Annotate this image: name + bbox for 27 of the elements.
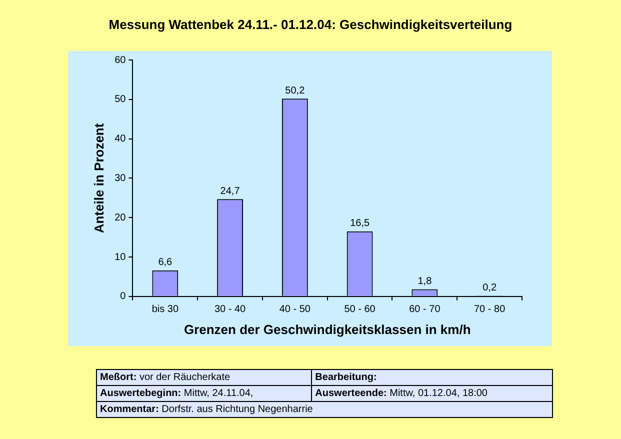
- data-label: 16,5: [350, 218, 370, 230]
- text: Auswerteende: Mittw, 01.12.04, 18:00: [312, 386, 552, 402]
- y-tick-label: 60: [114, 54, 126, 66]
- text: Bearbeitung:: [315, 372, 377, 383]
- data-label: 50,2: [285, 85, 306, 96]
- y-tick-label: 10: [114, 252, 126, 263]
- x-tick-label: bis 30: [152, 304, 179, 316]
- x-tick-label: 40 - 50: [279, 304, 311, 316]
- x-tick-label: 50 - 60: [344, 304, 376, 316]
- text: Kommentar: Dorfstr. aus Richtung Negenharrie: [96, 402, 552, 418]
- text: Meßort: vor der Räucherkate: [96, 370, 312, 386]
- x-tick-label: 60 - 70: [409, 304, 441, 316]
- y-tick-label: 0: [120, 291, 126, 302]
- y-tick-label: 20: [114, 212, 126, 224]
- x-tick-label: 70 - 80: [474, 304, 506, 316]
- data-label: 1,8: [418, 276, 432, 288]
- chart-title: Messung Wattenbek 24.11.- 01.12.04: Geschwindigkeitsverteilung: [108, 17, 514, 32]
- y-axis-title: Anteile in Prozent: [91, 122, 106, 234]
- data-label: 6,6: [158, 257, 173, 268]
- text: Auswertebeginn: Mittw, 24.11.04,: [96, 386, 312, 402]
- data-label: 0,2: [482, 282, 497, 294]
- x-tick-label: 30 - 40: [214, 304, 246, 316]
- y-tick-label: 30: [114, 172, 126, 184]
- y-tick-label: 40: [114, 134, 126, 145]
- x-axis-title: Grenzen der Geschwindigkeitsklassen in km/h: [184, 322, 471, 337]
- data-label: 24,7: [220, 186, 240, 197]
- y-tick-label: 50: [114, 94, 126, 106]
